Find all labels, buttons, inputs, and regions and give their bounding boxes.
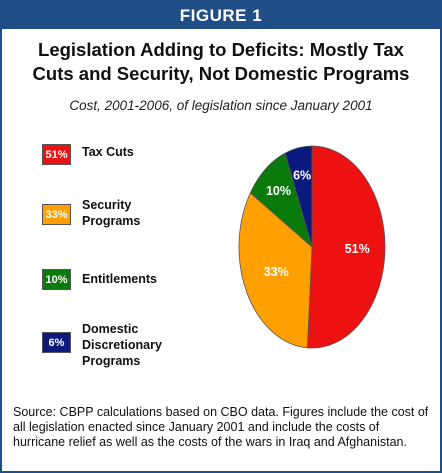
chart-title-line-1: Legislation Adding to Deficits: Mostly T…: [38, 39, 404, 60]
legend-swatch-tax-cuts: 51%: [42, 144, 71, 165]
legend-swatch-entitlements: 10%: [42, 269, 71, 290]
figure-label: FIGURE 1: [2, 2, 440, 29]
pie-slice-tax-cuts: [306, 145, 386, 349]
pie-slice-domestic-discretionary-programs: [284, 145, 313, 248]
pie-slice-label-entitlements: 10%: [266, 184, 291, 198]
legend-label-security-programs: Security Programs: [82, 198, 141, 228]
pie-chart: 51% 33% 10%6%: [238, 145, 386, 349]
legend-item-tax-cuts: 51% Tax Cuts: [42, 144, 202, 165]
source-note: Source: CBPP calculations based on CBO d…: [13, 405, 429, 449]
pie-slice-labels: 51% 33% 10%6%: [264, 169, 370, 280]
chart-title: Legislation Adding to Deficits: Mostly T…: [8, 38, 434, 86]
pie-slice-security-programs: [238, 192, 313, 349]
legend-swatch-security-programs: 33%: [42, 204, 71, 225]
pie-slices: [238, 145, 386, 349]
legend-label-domestic-discretionary: Domestic Discretionary Programs: [82, 322, 162, 368]
chart-subtitle: Cost, 2001-2006, of legislation since Ja…: [69, 98, 373, 113]
legend-item-domestic-discretionary: 6% Domestic Discretionary Programs: [42, 322, 202, 369]
pie-slice-label-domestic-discretionary-programs: 6%: [293, 169, 311, 183]
legend-label-entitlements: Entitlements: [82, 272, 158, 286]
pie-slice-label-tax-cuts: 51%: [345, 242, 370, 256]
chart-title-line-2: Cuts and Security, Not Domestic Programs: [32, 63, 410, 84]
legend-swatch-domestic-discretionary: 6%: [42, 332, 71, 353]
legend-label-tax-cuts: Tax Cuts: [82, 145, 134, 159]
pie-slice-label-security-programs: 33%: [264, 265, 289, 279]
legend-item-security-programs: 33% Security Programs: [42, 198, 202, 229]
legend-item-entitlements: 10% Entitlements: [42, 269, 202, 290]
